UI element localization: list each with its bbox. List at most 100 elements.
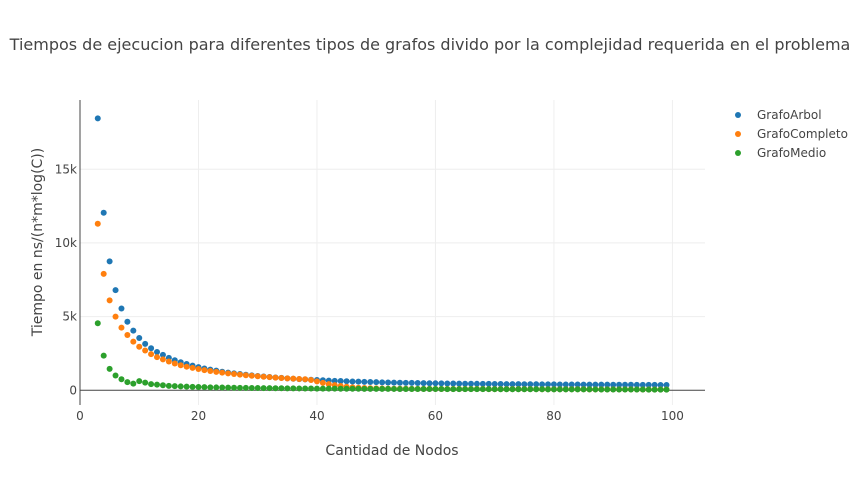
data-point[interactable] [485,380,492,387]
data-point[interactable] [136,343,143,350]
data-point[interactable] [651,386,658,393]
data-point[interactable] [313,385,320,392]
data-point[interactable] [355,385,362,392]
data-point[interactable] [485,386,492,393]
data-point[interactable] [598,386,605,393]
data-point[interactable] [207,384,214,391]
data-point[interactable] [278,385,285,392]
data-point[interactable] [562,386,569,393]
data-point[interactable] [248,372,255,379]
data-point[interactable] [361,378,368,385]
data-point[interactable] [242,372,249,379]
data-point[interactable] [550,381,557,388]
data-point[interactable] [260,373,267,380]
data-point[interactable] [290,385,297,392]
data-point[interactable] [568,386,575,393]
data-point[interactable] [385,379,392,386]
data-point[interactable] [367,385,374,392]
data-point[interactable] [539,381,546,388]
data-point[interactable] [497,386,504,393]
data-point[interactable] [183,363,190,370]
data-point[interactable] [414,380,421,387]
data-point[interactable] [337,378,344,385]
data-point[interactable] [106,297,113,304]
data-point[interactable] [450,380,457,387]
data-point[interactable] [171,383,178,390]
data-point[interactable] [586,381,593,388]
data-point[interactable] [195,384,202,391]
data-point[interactable] [396,385,403,392]
data-point[interactable] [521,386,528,393]
data-point[interactable] [592,386,599,393]
data-point[interactable] [189,364,196,371]
data-point[interactable] [148,345,155,352]
data-point[interactable] [574,386,581,393]
data-point[interactable] [130,327,137,334]
data-point[interactable] [266,385,273,392]
data-point[interactable] [225,384,232,391]
data-point[interactable] [456,380,463,387]
data-point[interactable] [408,379,415,386]
data-point[interactable] [219,384,226,391]
data-point[interactable] [402,385,409,392]
data-point[interactable] [645,386,652,393]
data-point[interactable] [645,381,652,388]
data-point[interactable] [639,386,646,393]
data-point[interactable] [313,378,320,385]
data-point[interactable] [308,385,315,392]
data-point[interactable] [349,378,356,385]
data-point[interactable] [213,384,220,391]
legend-item-GrafoArbol[interactable]: GrafoArbol [735,108,822,122]
data-point[interactable] [367,379,374,386]
data-point[interactable] [420,380,427,387]
data-point[interactable] [545,386,552,393]
data-point[interactable] [408,385,415,392]
legend[interactable]: GrafoArbol GrafoCompleto GrafoMedio [735,108,848,160]
data-point[interactable] [533,386,540,393]
data-point[interactable] [580,381,587,388]
data-point[interactable] [390,385,397,392]
data-point[interactable] [308,376,315,383]
data-point[interactable] [100,270,107,277]
data-point[interactable] [266,374,273,381]
data-point[interactable] [177,362,184,369]
data-point[interactable] [568,381,575,388]
data-point[interactable] [651,381,658,388]
data-point[interactable] [473,380,480,387]
data-point[interactable] [633,386,640,393]
data-point[interactable] [574,381,581,388]
data-point[interactable] [142,347,149,354]
data-point[interactable] [444,386,451,393]
series-GrafoMedio[interactable] [94,320,670,393]
data-point[interactable] [94,115,101,122]
data-point[interactable] [467,380,474,387]
data-point[interactable] [633,381,640,388]
data-point[interactable] [296,385,303,392]
data-point[interactable] [272,374,279,381]
data-point[interactable] [290,375,297,382]
data-point[interactable] [361,385,368,392]
data-point[interactable] [503,386,510,393]
data-point[interactable] [296,375,303,382]
data-point[interactable] [663,386,670,393]
data-point[interactable] [142,340,149,347]
data-point[interactable] [118,324,125,331]
legend-item-GrafoMedio[interactable]: GrafoMedio [735,146,826,160]
data-point[interactable] [473,386,480,393]
data-point[interactable] [201,367,208,374]
data-point[interactable] [438,380,445,387]
data-point[interactable] [390,379,397,386]
data-point[interactable] [165,358,172,365]
data-point[interactable] [94,220,101,227]
data-point[interactable] [379,379,386,386]
data-point[interactable] [331,377,338,384]
data-point[interactable] [254,373,261,380]
data-point[interactable] [213,368,220,375]
data-point[interactable] [343,378,350,385]
data-point[interactable] [527,381,534,388]
data-point[interactable] [284,375,291,382]
data-point[interactable] [159,356,166,363]
data-point[interactable] [136,378,143,385]
data-point[interactable] [657,381,664,388]
data-point[interactable] [302,376,309,383]
